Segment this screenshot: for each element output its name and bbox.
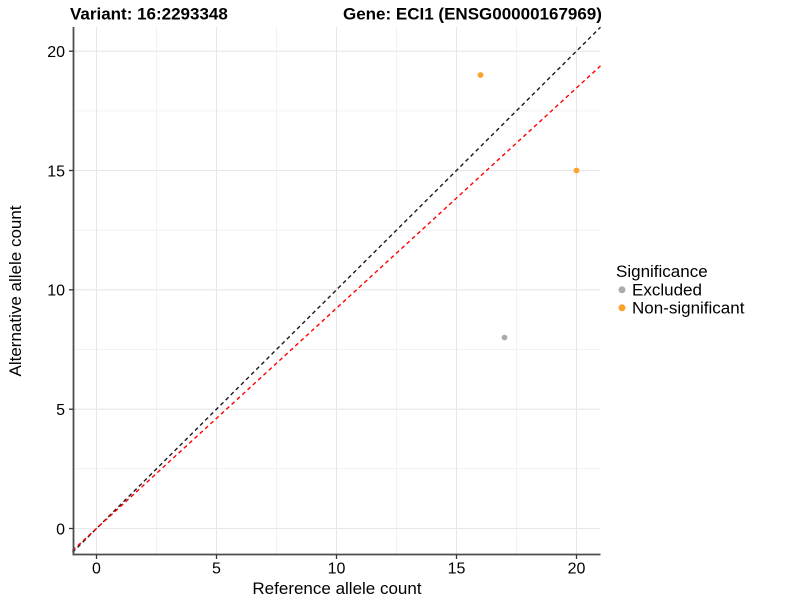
data-point-nonsignificant-2: [573, 167, 580, 174]
x-tick-labels: 0 5 10 15 20: [92, 561, 585, 578]
y-tick-label: 10: [47, 283, 65, 300]
legend-label-nonsignificant: Non-significant: [632, 298, 745, 317]
x-tick-label: 15: [448, 561, 466, 578]
legend-swatch-excluded-icon: [618, 286, 626, 294]
y-tick-label: 15: [47, 163, 65, 180]
x-tick-label: 0: [92, 561, 101, 578]
y-tick-label: 0: [56, 521, 65, 538]
tick-marks: [69, 50, 578, 559]
x-axis-title: Reference allele count: [252, 579, 421, 598]
x-tick-label: 10: [328, 561, 346, 578]
legend-label-excluded: Excluded: [632, 280, 702, 299]
gridlines-major: [73, 27, 601, 555]
y-tick-label: 5: [56, 402, 65, 419]
y-tick-label: 20: [47, 44, 65, 61]
y-axis-title: Alternative allele count: [6, 205, 25, 376]
legend-title: Significance: [616, 262, 708, 281]
x-tick-label: 5: [212, 561, 221, 578]
y-tick-labels: 0 5 10 15 20: [47, 44, 65, 538]
plot-title-gene: Gene: ECI1 (ENSG00000167969): [343, 5, 602, 24]
x-tick-label: 20: [568, 561, 586, 578]
data-point-excluded: [501, 334, 508, 341]
plot-title-variant: Variant: 16:2293348: [70, 5, 228, 24]
identity-line: [72, 26, 601, 553]
data-point-nonsignificant-1: [477, 72, 484, 78]
legend: Significance Excluded Non-significant: [616, 262, 745, 317]
legend-swatch-nonsignificant-icon: [618, 304, 626, 312]
